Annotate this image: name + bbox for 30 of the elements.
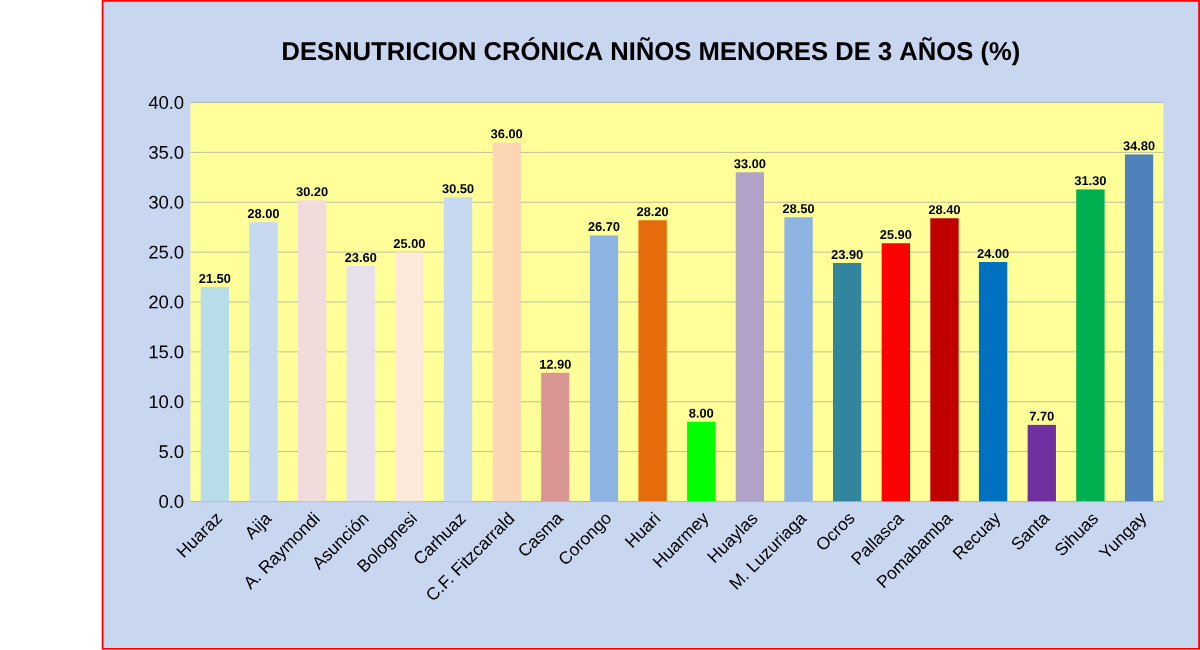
data-label: 34.80 <box>1123 141 1155 151</box>
data-label: 28.50 <box>782 204 815 214</box>
data-label: 36.00 <box>490 129 523 139</box>
data-label: 12.90 <box>540 359 571 369</box>
data-label: 23.60 <box>345 253 377 263</box>
data-label: 25.90 <box>880 230 912 240</box>
data-label: 8.00 <box>689 408 714 418</box>
y-tick-label: 20.0 <box>149 295 184 309</box>
data-label: 25.00 <box>393 239 425 249</box>
y-tick-label: 25.0 <box>149 245 184 259</box>
chart-title: DESNUTRICION CRÓNICA NIÑOS MENORES DE 3 AÑOS (%) <box>283 37 1019 66</box>
data-label: 33.00 <box>734 159 766 169</box>
data-label: 24.00 <box>977 249 1009 259</box>
data-label: 28.00 <box>247 209 279 219</box>
data-label: 30.50 <box>442 184 474 194</box>
y-tick-label: 40.0 <box>148 96 184 110</box>
y-tick-label: 35.0 <box>149 145 184 159</box>
data-label: 21.50 <box>199 274 231 284</box>
data-label: 31.30 <box>1074 176 1106 186</box>
y-tick-label: 10.0 <box>149 395 184 409</box>
data-label: 26.70 <box>588 222 620 232</box>
y-tick-label: 0.0 <box>159 495 184 509</box>
y-tick-label: 5.0 <box>159 445 184 459</box>
data-label: 28.40 <box>928 205 960 215</box>
data-label: 28.20 <box>637 207 669 217</box>
y-tick-label: 15.0 <box>149 345 184 359</box>
y-tick-label: 30.0 <box>149 195 184 209</box>
data-label: 7.70 <box>1029 411 1054 421</box>
data-label: 30.20 <box>296 187 328 197</box>
data-label: 23.90 <box>831 250 863 260</box>
